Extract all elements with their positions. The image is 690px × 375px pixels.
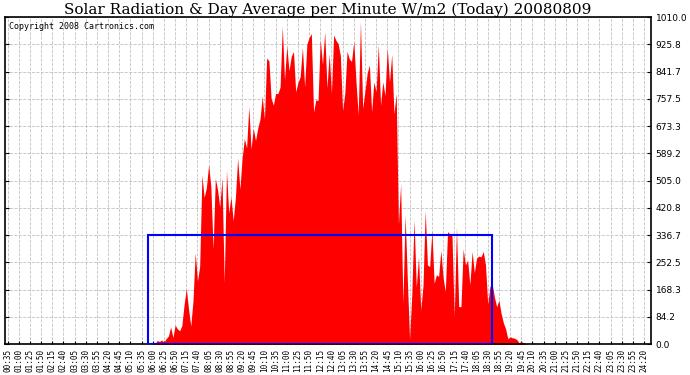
Bar xyxy=(148,235,492,344)
Title: Solar Radiation & Day Average per Minute W/m2 (Today) 20080809: Solar Radiation & Day Average per Minute… xyxy=(64,3,592,17)
Text: Copyright 2008 Cartronics.com: Copyright 2008 Cartronics.com xyxy=(9,22,154,31)
